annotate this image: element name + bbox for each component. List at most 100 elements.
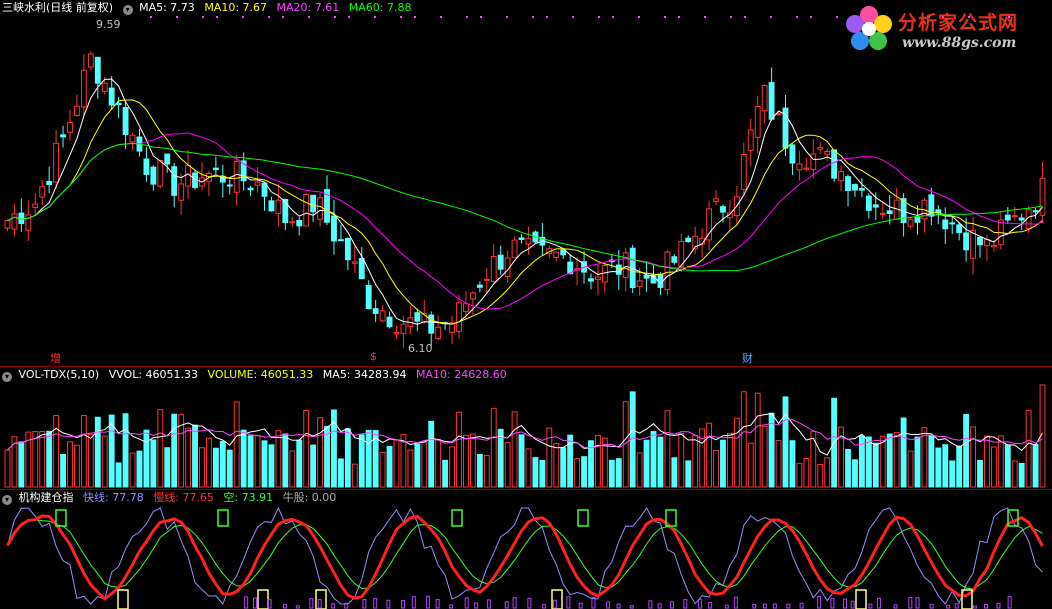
volume-bar bbox=[671, 457, 678, 488]
volume-bar bbox=[567, 434, 574, 488]
volume-bar bbox=[685, 460, 692, 488]
bull-bar bbox=[929, 603, 934, 609]
volume-bar bbox=[205, 437, 212, 488]
bull-bar bbox=[996, 602, 1001, 609]
ma20-line bbox=[7, 132, 1043, 310]
volume-bar bbox=[393, 439, 400, 488]
volume-bar bbox=[553, 442, 560, 488]
bull-bar bbox=[386, 599, 391, 609]
circle-down-icon[interactable]: ▾ bbox=[2, 495, 12, 505]
candle-body bbox=[212, 167, 219, 171]
volume-panel[interactable]: ▾ VOL-TDX(5,10) VVOL: 46051.33 VOLUME: 4… bbox=[0, 366, 1052, 489]
bull-bar bbox=[267, 599, 272, 609]
event-marker-cai[interactable]: 财 bbox=[742, 352, 753, 365]
candle-body bbox=[296, 220, 303, 227]
candle-body bbox=[518, 237, 525, 241]
volume-bar bbox=[817, 463, 824, 488]
volume-bar bbox=[733, 417, 740, 488]
event-marker-zeng[interactable]: 增 bbox=[50, 352, 61, 365]
candle-body bbox=[824, 151, 831, 155]
volume-bar bbox=[803, 458, 810, 488]
volume-bar bbox=[303, 409, 310, 488]
volume-bar bbox=[497, 428, 504, 488]
volume-bar bbox=[337, 458, 344, 488]
volume-bar bbox=[310, 444, 317, 488]
top-marker-dot bbox=[414, 16, 416, 18]
candle-body bbox=[53, 142, 60, 183]
volume-bar bbox=[852, 459, 858, 488]
indicator-name[interactable]: 机构建仓指 bbox=[18, 491, 74, 504]
volume-bar bbox=[907, 450, 914, 488]
volume-bar bbox=[872, 442, 879, 488]
stock-title[interactable]: 三峡水利(日线 前复权) bbox=[2, 1, 114, 14]
bull-bar bbox=[486, 599, 491, 609]
ma10-line bbox=[7, 99, 1043, 325]
volume-bar bbox=[178, 414, 185, 488]
event-marker-dollar[interactable]: $ bbox=[370, 350, 377, 363]
vol-ma5-line bbox=[7, 413, 1043, 456]
candle-body bbox=[122, 107, 129, 136]
top-marker-dot bbox=[150, 16, 152, 18]
candle-body bbox=[483, 278, 490, 281]
circle-down-icon[interactable]: ▾ bbox=[122, 5, 133, 15]
price-panel[interactable]: 三峡水利(日线 前复权) ▾ MA5: 7.73 MA10: 7.67 MA20… bbox=[0, 0, 1052, 365]
bull-bar bbox=[752, 603, 757, 609]
volume-label: VOLUME: 46051.33 bbox=[207, 368, 314, 381]
volume-bar bbox=[525, 448, 532, 488]
logo-url: www.88gs.com bbox=[902, 35, 1017, 51]
candle-body bbox=[157, 159, 164, 187]
bull-bar bbox=[1007, 596, 1012, 609]
candle-body bbox=[636, 280, 643, 287]
candle-body bbox=[226, 184, 233, 187]
bull-bar bbox=[772, 603, 777, 609]
volume-bar bbox=[421, 441, 428, 488]
bull-bar bbox=[616, 603, 621, 609]
volume-chart[interactable] bbox=[0, 367, 1052, 489]
bull-bar bbox=[401, 600, 406, 609]
candle-body bbox=[275, 199, 282, 215]
sell-signal-box bbox=[551, 589, 563, 609]
candle-body bbox=[310, 194, 317, 213]
top-marker-dot bbox=[242, 16, 244, 18]
candle-body bbox=[39, 186, 46, 198]
bull-bar bbox=[876, 597, 881, 609]
indicator-chart[interactable] bbox=[0, 490, 1052, 609]
candle-body bbox=[858, 188, 865, 191]
volume-bar bbox=[80, 415, 87, 488]
top-marker-dot bbox=[282, 16, 284, 18]
volume-bar bbox=[233, 401, 240, 488]
short-line bbox=[7, 519, 1043, 590]
volume-bar bbox=[1032, 443, 1039, 488]
candle-body bbox=[497, 254, 504, 270]
volume-bar bbox=[782, 396, 789, 488]
volume-bar bbox=[699, 428, 706, 488]
volume-bar bbox=[331, 409, 337, 488]
volume-bar bbox=[754, 392, 761, 488]
circle-down-icon[interactable]: ▾ bbox=[2, 372, 12, 382]
volume-bar bbox=[483, 455, 490, 488]
price-chart[interactable] bbox=[0, 0, 1052, 365]
volume-header: ▾ VOL-TDX(5,10) VVOL: 46051.33 VOLUME: 4… bbox=[2, 368, 513, 382]
candle-body bbox=[740, 153, 747, 190]
volume-bar bbox=[643, 439, 650, 488]
top-marker-dot bbox=[836, 16, 838, 18]
vol-ma5-label: MA5: 34283.94 bbox=[322, 368, 407, 381]
top-marker-dot bbox=[994, 16, 996, 18]
top-marker-dot bbox=[440, 16, 442, 18]
candle-body bbox=[615, 264, 622, 275]
top-marker-dot bbox=[598, 16, 600, 18]
volume-bar bbox=[511, 411, 518, 488]
candle-body bbox=[886, 210, 893, 215]
high-price-label: 9.59 bbox=[96, 18, 121, 31]
bull-bar bbox=[762, 603, 767, 609]
top-marker-dot bbox=[744, 16, 746, 18]
volume-bar bbox=[879, 435, 886, 488]
candle-body bbox=[67, 121, 73, 133]
vol-indicator-name[interactable]: VOL-TDX(5,10) bbox=[18, 368, 100, 381]
candle-body bbox=[456, 302, 462, 332]
volume-bar bbox=[588, 440, 594, 488]
top-marker-dot bbox=[268, 16, 270, 18]
candle-body bbox=[852, 184, 858, 191]
indicator-panel[interactable]: ▾ 机构建仓指 快线: 77.78 慢线: 77.65 空: 73.91 牛股:… bbox=[0, 489, 1052, 609]
top-marker-dot bbox=[466, 16, 468, 18]
